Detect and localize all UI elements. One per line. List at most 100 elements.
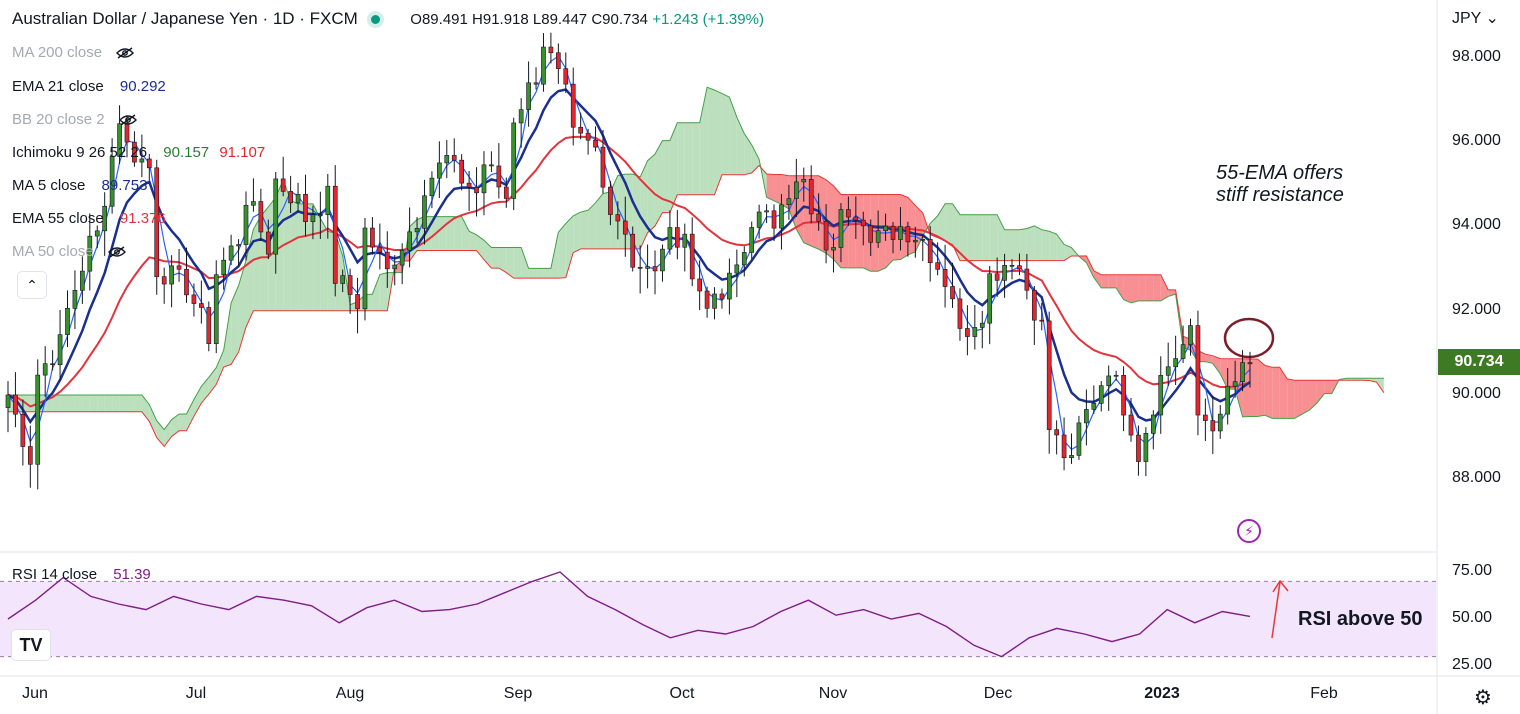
- candle-down: [890, 225, 896, 240]
- cloud-segment-bull: [67, 394, 75, 412]
- candle-up: [1076, 422, 1082, 456]
- flash-glyph: ⚡: [1244, 523, 1254, 539]
- cloud-segment-bear: [1205, 354, 1213, 364]
- cloud-segment-bear: [1250, 358, 1258, 417]
- candle-down: [1247, 362, 1253, 365]
- legend-ma5[interactable]: MA 5 close 89.753: [12, 177, 147, 194]
- candle-up: [399, 249, 405, 266]
- candle-up: [838, 209, 844, 248]
- cloud-segment-bull: [312, 203, 321, 311]
- legend-bb[interactable]: BB 20 close 2: [12, 111, 137, 128]
- cloud-segment-bull: [298, 203, 306, 311]
- rsi-arrow-head: [1272, 579, 1289, 593]
- candle-down: [585, 132, 591, 141]
- candle-down: [303, 193, 308, 223]
- candle-down: [265, 231, 271, 255]
- candle-up: [213, 274, 219, 344]
- cloud-segment-bear: [863, 194, 871, 272]
- cloud-segment-bull: [1049, 231, 1057, 261]
- legend-ma50[interactable]: MA 50 close: [12, 243, 126, 260]
- time-tick-label: Jun: [22, 685, 48, 702]
- cloud-segment-bear: [907, 197, 916, 255]
- cloud-segment-bull: [573, 212, 581, 253]
- candle-down: [1195, 325, 1201, 416]
- legend-ema21[interactable]: EMA 21 close 90.292: [12, 78, 166, 95]
- legend-ema21-value: 90.292: [119, 78, 166, 95]
- candle-up: [340, 275, 346, 284]
- candle-down: [578, 126, 583, 134]
- flash-icon[interactable]: ⚡: [1237, 519, 1261, 543]
- candle-down: [27, 446, 33, 465]
- cloud-segment-bull: [521, 247, 529, 279]
- cloud-segment-bull: [89, 394, 98, 412]
- cloud-segment-bull: [290, 200, 299, 311]
- eye-off-icon[interactable]: [107, 246, 126, 258]
- candle-down: [20, 413, 26, 447]
- candle-up: [1113, 374, 1119, 377]
- cloud-segment-bear: [766, 173, 775, 201]
- symbol-title[interactable]: Australian Dollar / Japanese Yen · 1D · …: [12, 9, 358, 28]
- legend-ichimoku[interactable]: Ichimoku 9 26 52 26 90.157 91.107: [12, 144, 265, 161]
- cloud-segment-bear: [1086, 255, 1094, 278]
- tradingview-logo[interactable]: TV: [12, 630, 50, 660]
- candle-down: [548, 46, 554, 54]
- cloud-segment-bull: [1034, 225, 1042, 261]
- candle-up: [392, 264, 398, 270]
- cloud-segment-bear: [1145, 274, 1154, 301]
- candle-down: [132, 141, 137, 163]
- cloud-segment-bull: [982, 214, 990, 261]
- cloud-segment-bull: [119, 394, 127, 412]
- candle-up: [221, 259, 227, 276]
- candle-down: [868, 225, 874, 243]
- candle-down: [704, 290, 710, 309]
- cloud-segment-bull: [1368, 378, 1377, 383]
- candle-up: [109, 156, 115, 207]
- collapse-legend-button[interactable]: ⌃: [18, 272, 46, 298]
- candle-down: [608, 186, 613, 215]
- gear-icon[interactable]: ⚙: [1474, 685, 1492, 710]
- legend-ma200[interactable]: MA 200 close: [12, 44, 135, 61]
- cloud-segment-bull: [714, 90, 722, 195]
- cloud-segment-bull: [945, 203, 953, 245]
- cloud-segment-bear: [855, 194, 864, 268]
- candle-down: [161, 276, 167, 285]
- candle-down: [13, 394, 18, 415]
- candle-up: [541, 46, 546, 85]
- candle-up: [883, 225, 888, 231]
- candle-down: [1031, 289, 1037, 321]
- candle-up: [518, 109, 524, 124]
- cloud-segment-bull: [320, 218, 328, 311]
- cloud-segment-bull: [97, 394, 105, 412]
- candle-down: [600, 146, 606, 188]
- candle-down: [853, 216, 859, 221]
- currency-unit-selector[interactable]: JPY ⌄: [1452, 8, 1499, 28]
- close-value: C90.734: [591, 11, 649, 28]
- candle-up: [35, 374, 41, 465]
- time-tick-label: Aug: [335, 685, 365, 702]
- cloud-segment-bull: [528, 268, 537, 279]
- candle-down: [563, 68, 569, 85]
- legend-rsi[interactable]: RSI 14 close 51.39: [12, 566, 151, 583]
- candle-up: [779, 204, 784, 229]
- legend-ema55[interactable]: EMA 55 close 91.376: [12, 210, 166, 227]
- eye-off-icon[interactable]: [116, 47, 135, 59]
- candle-up: [1143, 433, 1149, 462]
- cloud-segment-bull: [231, 285, 239, 365]
- candle-down: [1024, 268, 1030, 291]
- legend-ma200-label: MA 200 close: [12, 44, 103, 61]
- cloud-segment-bear: [1324, 380, 1332, 394]
- candle-up: [65, 308, 70, 335]
- eye-off-icon[interactable]: [118, 114, 137, 126]
- candle-down: [719, 293, 725, 300]
- cloud-segment-bull: [588, 202, 596, 249]
- cloud-segment-bull: [580, 210, 589, 249]
- chevron-up-icon: ⌃: [26, 277, 38, 293]
- candle-up: [831, 247, 836, 251]
- candle-down: [1046, 320, 1052, 430]
- cloud-segment-bull: [379, 272, 388, 311]
- cloud-segment-bull: [595, 193, 603, 249]
- candle-up: [1240, 362, 1245, 383]
- candle-down: [1121, 374, 1126, 416]
- candle-down: [1061, 434, 1067, 459]
